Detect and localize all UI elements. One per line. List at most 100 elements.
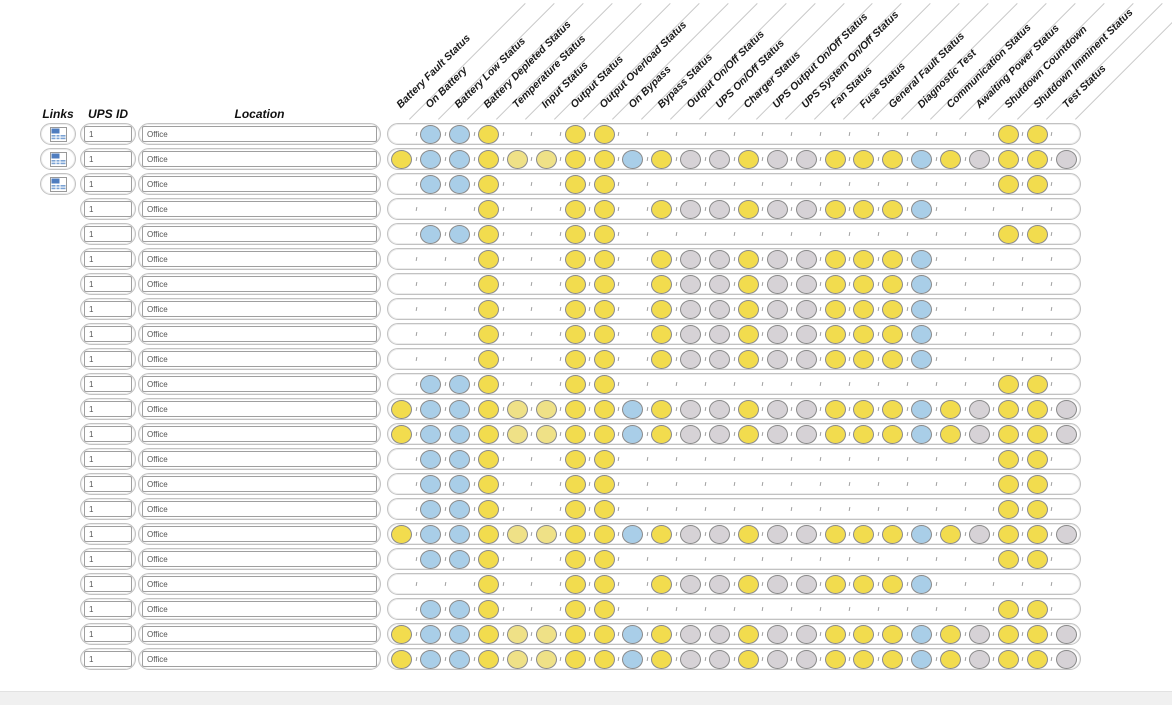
ups-id-input[interactable] bbox=[84, 501, 132, 517]
ups-id-input[interactable] bbox=[84, 601, 132, 617]
location-input[interactable] bbox=[142, 376, 377, 392]
location-input[interactable] bbox=[142, 626, 377, 642]
status-cell bbox=[792, 124, 820, 144]
status-cell bbox=[677, 649, 705, 669]
status-cell bbox=[1052, 449, 1080, 469]
status-lamp-output-status bbox=[564, 624, 586, 644]
status-cell bbox=[879, 274, 907, 294]
location-input[interactable] bbox=[142, 426, 377, 442]
ups-id-input[interactable] bbox=[84, 201, 132, 217]
location-field-pill bbox=[138, 623, 381, 645]
location-input[interactable] bbox=[142, 501, 377, 517]
status-cell bbox=[532, 474, 560, 494]
location-input[interactable] bbox=[142, 576, 377, 592]
status-cell bbox=[388, 449, 416, 469]
location-input[interactable] bbox=[142, 651, 377, 667]
location-input[interactable] bbox=[142, 526, 377, 542]
status-cell bbox=[648, 574, 676, 594]
ups-id-input[interactable] bbox=[84, 376, 132, 392]
status-cell bbox=[792, 349, 820, 369]
status-lamp-charger-status bbox=[737, 649, 759, 669]
ups-id-input[interactable] bbox=[84, 401, 132, 417]
status-lamp-input-status bbox=[535, 624, 557, 644]
location-input[interactable] bbox=[142, 551, 377, 567]
status-cell bbox=[937, 474, 965, 494]
status-lamp-test-status bbox=[1055, 399, 1077, 419]
status-cell bbox=[561, 174, 589, 194]
location-input[interactable] bbox=[142, 301, 377, 317]
status-cell bbox=[532, 124, 560, 144]
links-button[interactable] bbox=[40, 173, 76, 195]
location-input[interactable] bbox=[142, 326, 377, 342]
status-cell bbox=[792, 549, 820, 569]
status-cell bbox=[706, 399, 734, 419]
location-input[interactable] bbox=[142, 451, 377, 467]
status-cell bbox=[908, 649, 936, 669]
status-lamp-output-overload-status bbox=[593, 549, 615, 569]
status-lamp-fan-status bbox=[824, 199, 846, 219]
status-lamp-output-overload-status bbox=[593, 374, 615, 394]
ups-id-input[interactable] bbox=[84, 276, 132, 292]
bottom-scrollbar-track[interactable] bbox=[0, 691, 1172, 705]
status-cell bbox=[966, 624, 994, 644]
status-cell bbox=[475, 324, 503, 344]
status-lamp-output-status bbox=[564, 549, 586, 569]
ups-id-input[interactable] bbox=[84, 151, 132, 167]
ups-id-input[interactable] bbox=[84, 351, 132, 367]
location-input[interactable] bbox=[142, 601, 377, 617]
ups-id-input[interactable] bbox=[84, 226, 132, 242]
status-cell bbox=[417, 574, 445, 594]
status-lamp-battery-low-status bbox=[449, 399, 471, 419]
location-field-pill bbox=[138, 398, 381, 420]
location-input[interactable] bbox=[142, 401, 377, 417]
location-input[interactable] bbox=[142, 251, 377, 267]
ups-id-input[interactable] bbox=[84, 451, 132, 467]
links-button[interactable] bbox=[40, 148, 76, 170]
status-lamp-output-overload-status bbox=[593, 599, 615, 619]
location-input[interactable] bbox=[142, 151, 377, 167]
status-cell bbox=[908, 549, 936, 569]
status-cell bbox=[792, 624, 820, 644]
ups-id-input[interactable] bbox=[84, 651, 132, 667]
status-cell bbox=[792, 524, 820, 544]
links-button[interactable] bbox=[40, 123, 76, 145]
status-lamp-diagnostic-test bbox=[911, 324, 933, 344]
location-input[interactable] bbox=[142, 351, 377, 367]
status-cell bbox=[648, 149, 676, 169]
status-lamp-ups-output-on-off-status bbox=[766, 349, 788, 369]
table-links-icon bbox=[49, 151, 67, 167]
location-input[interactable] bbox=[142, 176, 377, 192]
status-lamp-general-fault-status bbox=[882, 574, 904, 594]
location-input[interactable] bbox=[142, 476, 377, 492]
status-lamp-shutdown-countdown bbox=[997, 374, 1019, 394]
status-lamp-bypass-status bbox=[651, 249, 673, 269]
ups-id-input[interactable] bbox=[84, 251, 132, 267]
ups-id-input[interactable] bbox=[84, 576, 132, 592]
status-cell bbox=[937, 274, 965, 294]
ups-id-input[interactable] bbox=[84, 551, 132, 567]
location-input[interactable] bbox=[142, 201, 377, 217]
status-indicator-strip bbox=[387, 123, 1081, 145]
location-input[interactable] bbox=[142, 226, 377, 242]
location-input[interactable] bbox=[142, 126, 377, 142]
status-cell bbox=[590, 624, 618, 644]
ups-id-input[interactable] bbox=[84, 326, 132, 342]
status-lamp-battery-depleted-status bbox=[478, 374, 500, 394]
status-cell bbox=[590, 274, 618, 294]
ups-id-input[interactable] bbox=[84, 626, 132, 642]
ups-id-input[interactable] bbox=[84, 476, 132, 492]
ups-id-input[interactable] bbox=[84, 176, 132, 192]
status-cell bbox=[417, 499, 445, 519]
ups-id-input[interactable] bbox=[84, 126, 132, 142]
status-cell bbox=[532, 349, 560, 369]
location-input[interactable] bbox=[142, 276, 377, 292]
ups-id-input[interactable] bbox=[84, 426, 132, 442]
ups-id-input[interactable] bbox=[84, 301, 132, 317]
status-cell bbox=[994, 424, 1022, 444]
status-lamp-battery-fault-status bbox=[391, 424, 413, 444]
status-cell bbox=[677, 199, 705, 219]
status-cell bbox=[504, 199, 532, 219]
ups-id-input[interactable] bbox=[84, 526, 132, 542]
status-cell bbox=[821, 174, 849, 194]
status-cell bbox=[735, 224, 763, 244]
